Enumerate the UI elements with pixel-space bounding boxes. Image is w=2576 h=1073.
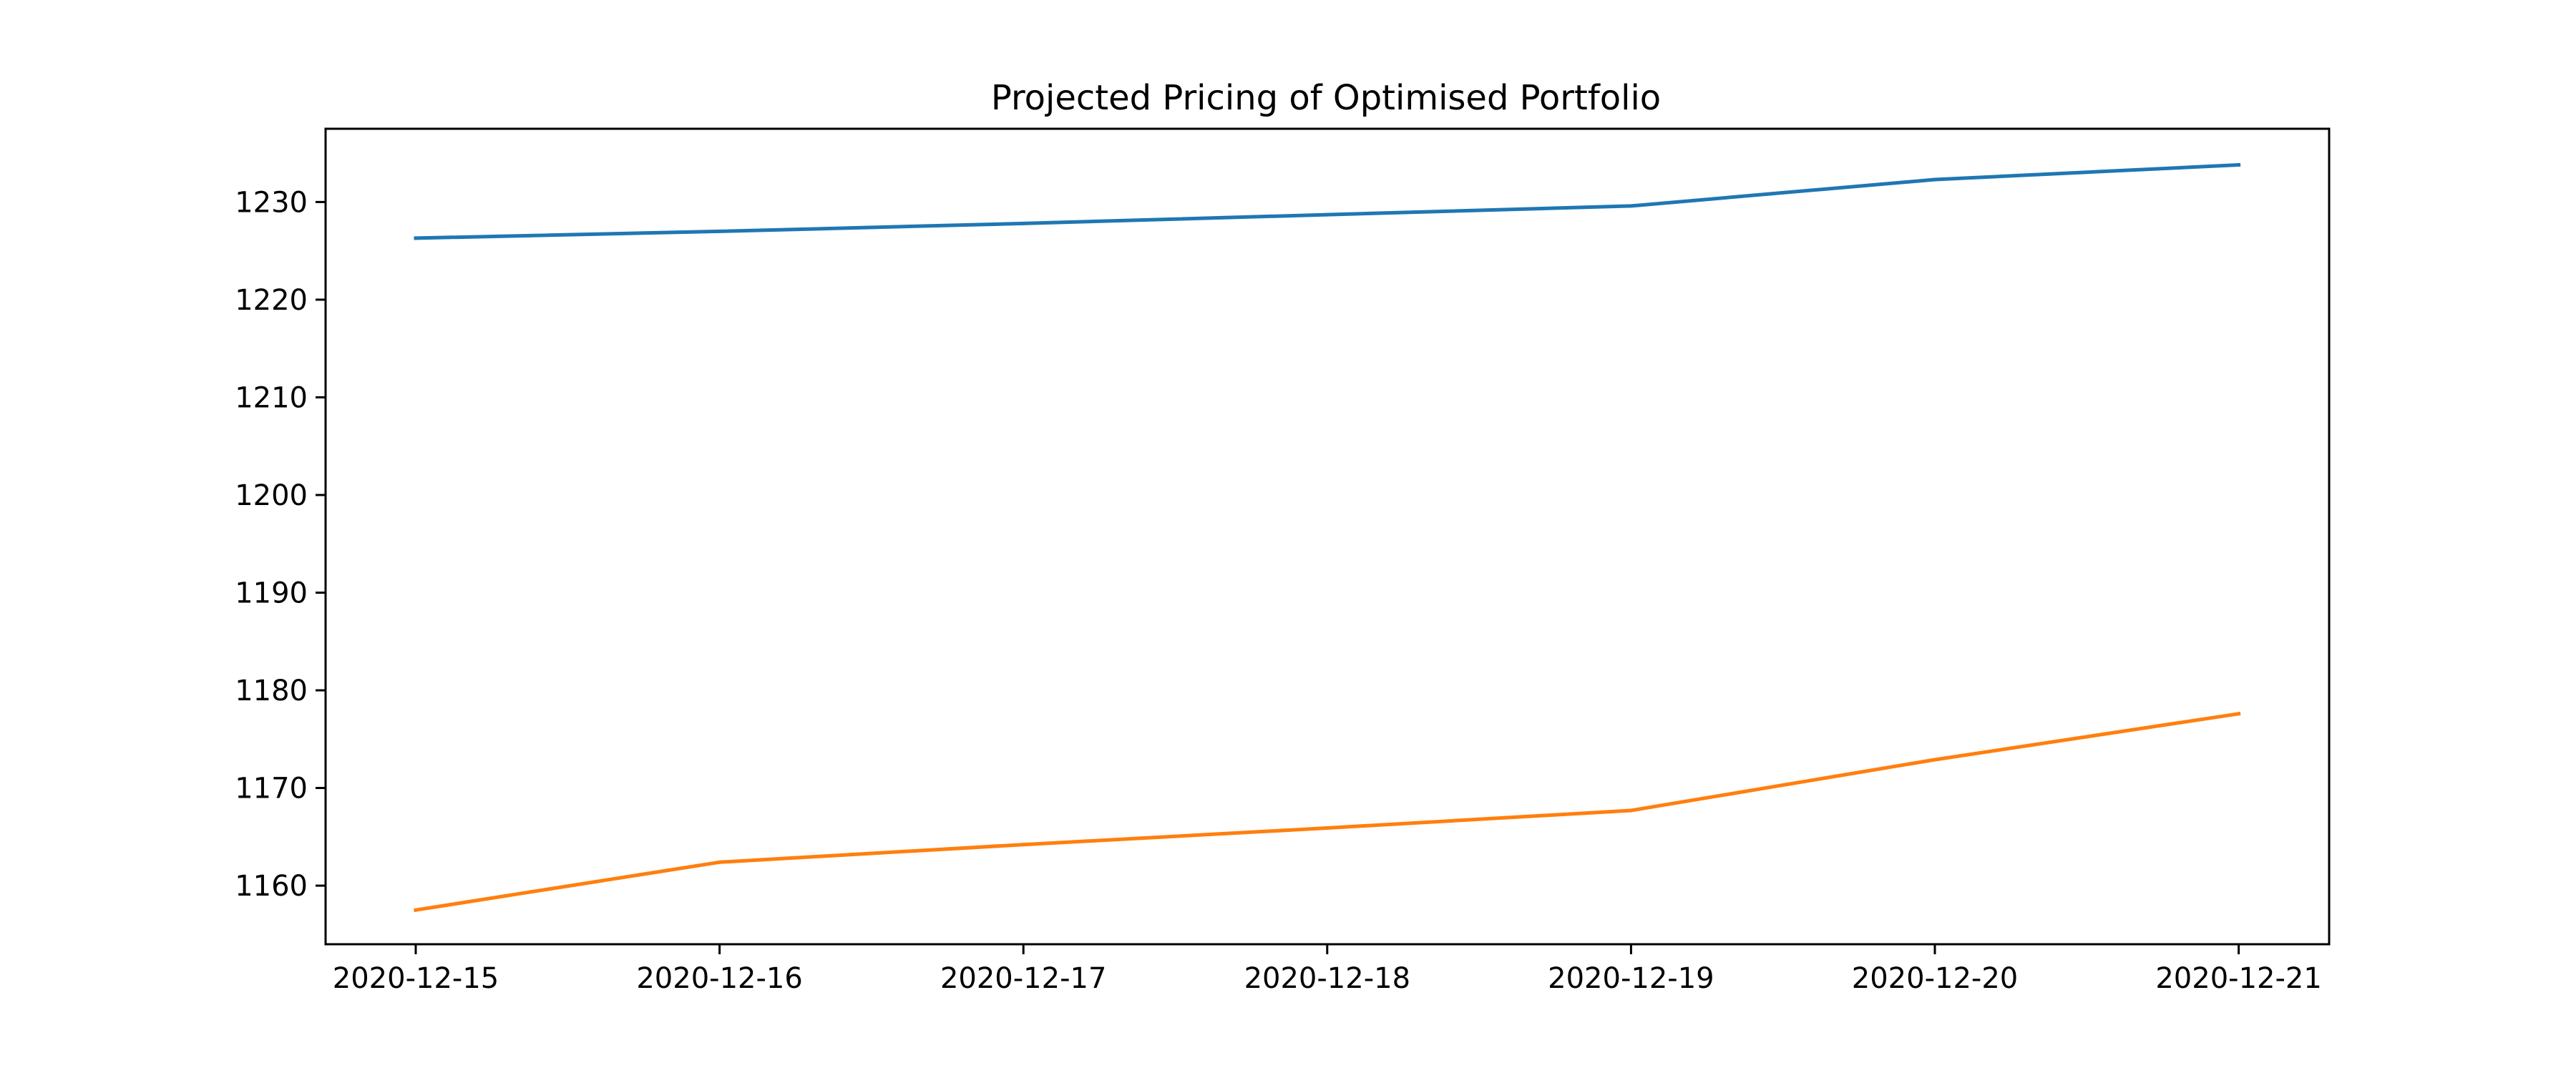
plot-area-frame [324, 127, 2331, 946]
series-2-point [1325, 826, 1330, 830]
series-1-point [1325, 212, 1330, 217]
x-tick-label: 2020-12-17 [940, 962, 1106, 995]
series-1-point [718, 229, 722, 233]
series-2-point [2237, 712, 2241, 716]
y-tick-label: 1180 [235, 675, 308, 707]
x-tick-label: 2020-12-20 [1852, 962, 2018, 995]
x-axis: 2020-12-15 2020-12-16 2020-12-17 2020-12-18… [333, 944, 2322, 995]
y-tick-label: 1170 [235, 773, 308, 805]
y-tick-label: 1190 [235, 577, 308, 610]
series-1-point [1629, 204, 1633, 208]
y-axis: 1160 1170 1180 1190 1200 1210 1220 1230 [235, 186, 326, 903]
y-tick-label: 1200 [235, 479, 308, 512]
x-tick-label: 2020-12-21 [2155, 962, 2321, 995]
y-tick-label: 1230 [235, 186, 308, 219]
series-2-point [1021, 843, 1025, 847]
x-tick-label: 2020-12-19 [1548, 962, 1714, 995]
series-1-point [414, 236, 418, 240]
x-tick-label: 2020-12-15 [333, 962, 499, 995]
series-2-point [1933, 758, 1937, 762]
y-tick-label: 1160 [235, 870, 308, 903]
series-1-point [2237, 163, 2241, 167]
chart-title: Projected Pricing of Optimised Portfolio [991, 78, 1661, 118]
y-tick-label: 1220 [235, 284, 308, 317]
x-tick-label: 2020-12-16 [636, 962, 802, 995]
series-2-point [718, 860, 722, 864]
x-tick-label: 2020-12-18 [1244, 962, 1410, 995]
y-tick-label: 1210 [235, 381, 308, 414]
series-2-point [1629, 808, 1633, 813]
series-1-point [1021, 221, 1025, 225]
series-layer [414, 162, 2241, 913]
series-1-point [1933, 177, 1937, 182]
series-2-point [414, 908, 418, 912]
